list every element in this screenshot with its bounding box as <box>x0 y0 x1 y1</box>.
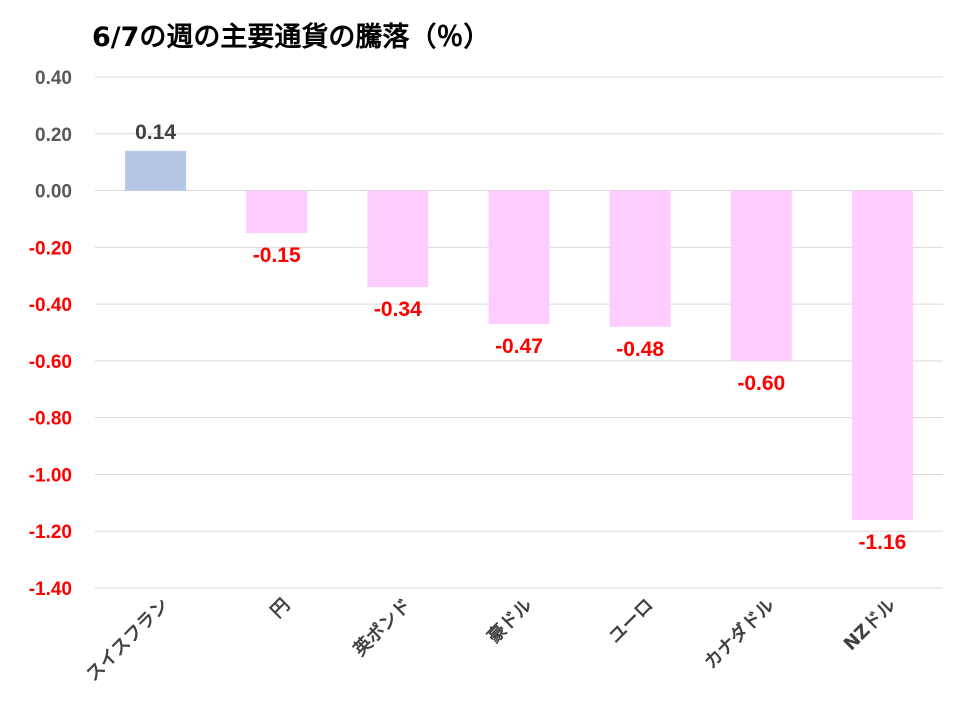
y-tick-label: -0.80 <box>29 409 72 430</box>
x-tick-label: ユーロ <box>605 595 658 648</box>
x-tick-label: スイスフラン <box>82 595 173 686</box>
bars <box>125 150 913 520</box>
y-tick-label: 0.40 <box>35 68 72 89</box>
gridlines <box>95 76 943 589</box>
y-tick-label: -1.00 <box>29 465 72 486</box>
bar <box>367 190 429 288</box>
bar <box>488 190 550 324</box>
y-axis-ticks: 0.40 0.20 0.00 -0.20 -0.40 -0.60 -0.80 -1.00 -1.… <box>29 68 72 600</box>
y-tick-label: -0.20 <box>29 238 72 259</box>
x-tick-label: 円 <box>267 595 295 623</box>
y-tick-label: -0.40 <box>29 295 72 316</box>
data-label: -0.60 <box>737 372 785 395</box>
bar <box>730 190 792 361</box>
data-labels: 0.14 -0.15 -0.34 -0.47 -0.48 -0.60 -1.16 <box>135 121 906 554</box>
x-tick-label: 英ポンド <box>348 594 415 661</box>
data-label: 0.14 <box>135 121 176 144</box>
bar <box>851 190 913 520</box>
x-tick-label: 豪ドル <box>483 594 537 648</box>
data-label: -1.16 <box>858 531 906 554</box>
bar <box>246 190 308 234</box>
y-tick-label: -1.40 <box>29 579 72 600</box>
data-label: -0.34 <box>374 298 422 321</box>
bar <box>609 190 671 327</box>
data-label: -0.47 <box>495 335 543 358</box>
bar <box>125 150 187 191</box>
y-tick-label: 0.00 <box>35 182 72 203</box>
chart-title: 6/7の週の主要通貨の騰落（％） <box>92 21 490 53</box>
x-tick-label: NZドル <box>840 595 900 655</box>
data-label: -0.15 <box>253 244 301 267</box>
data-label: -0.48 <box>616 338 664 361</box>
x-axis-ticks: スイスフラン 円 英ポンド 豪ドル ユーロ カナダドル NZドル <box>82 594 900 686</box>
y-tick-label: -0.60 <box>29 352 72 373</box>
x-tick-label: カナダドル <box>700 594 779 673</box>
y-tick-label: -1.20 <box>29 522 72 543</box>
y-tick-label: 0.20 <box>35 125 72 146</box>
